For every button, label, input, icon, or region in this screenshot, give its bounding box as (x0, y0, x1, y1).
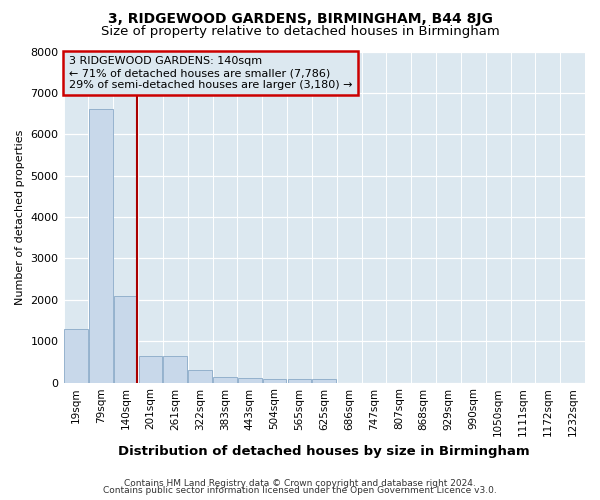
Bar (238, 378, 262, 382)
Bar (313, 379, 336, 382)
X-axis label: Distribution of detached houses by size in Birmingham: Distribution of detached houses by size … (118, 444, 530, 458)
Bar (114, 296, 137, 382)
Bar (287, 379, 311, 382)
Bar (64, 329, 88, 382)
Bar (213, 377, 237, 382)
Text: 3 RIDGEWOOD GARDENS: 140sqm
← 71% of detached houses are smaller (7,786)
29% of : 3 RIDGEWOOD GARDENS: 140sqm ← 71% of det… (69, 56, 352, 90)
Bar (263, 379, 286, 382)
Bar (188, 370, 212, 382)
Text: Size of property relative to detached houses in Birmingham: Size of property relative to detached ho… (101, 25, 499, 38)
Bar (163, 356, 187, 382)
Bar (139, 356, 162, 382)
Text: 3, RIDGEWOOD GARDENS, BIRMINGHAM, B44 8JG: 3, RIDGEWOOD GARDENS, BIRMINGHAM, B44 8J… (107, 12, 493, 26)
Text: Contains HM Land Registry data © Crown copyright and database right 2024.: Contains HM Land Registry data © Crown c… (124, 478, 476, 488)
Text: Contains public sector information licensed under the Open Government Licence v3: Contains public sector information licen… (103, 486, 497, 495)
Bar (89, 110, 113, 382)
Y-axis label: Number of detached properties: Number of detached properties (15, 130, 25, 304)
